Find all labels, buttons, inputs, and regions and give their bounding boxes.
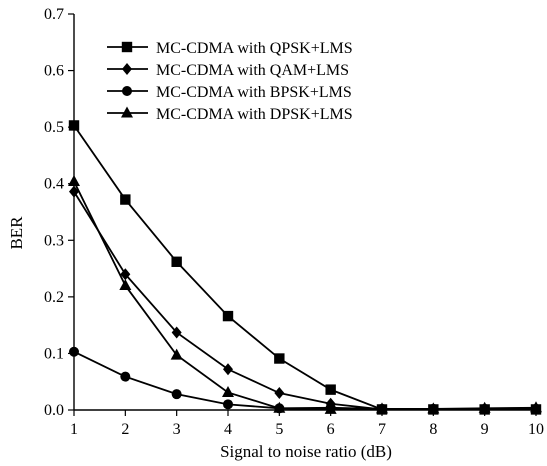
legend-marker — [121, 41, 133, 53]
data-point — [530, 401, 542, 413]
data-point — [427, 402, 440, 414]
data-point — [222, 310, 234, 322]
series-triangle — [68, 174, 542, 414]
legend-marker — [122, 86, 132, 96]
series-layer — [68, 120, 542, 416]
data-point — [223, 399, 233, 410]
legend-entry: MC-CDMA with BPSK+LMS — [107, 84, 352, 101]
data-point — [170, 348, 183, 360]
series-square — [68, 120, 542, 415]
data-point — [120, 194, 131, 205]
data-point — [325, 384, 336, 395]
data-point — [478, 401, 491, 413]
x-tick-label: 10 — [528, 421, 544, 438]
y-tick-label: 0.0 — [44, 402, 64, 419]
y-tick-label: 0.1 — [44, 345, 64, 362]
x-tick-label: 4 — [224, 421, 232, 438]
series-line — [73, 350, 536, 410]
x-tick-label: 1 — [70, 421, 78, 438]
data-point — [274, 353, 285, 364]
data-point — [120, 268, 131, 281]
data-point — [69, 185, 79, 198]
data-point — [69, 346, 79, 357]
legend-entry: MC-CDMA with DPSK+LMS — [107, 106, 353, 123]
data-point — [68, 174, 80, 186]
legend-label: MC-CDMA with DPSK+LMS — [156, 106, 353, 123]
x-tick-label: 7 — [378, 421, 386, 438]
series-circle — [69, 346, 541, 414]
series-line — [73, 124, 536, 411]
data-point — [119, 279, 132, 291]
legend-label: MC-CDMA with BPSK+LMS — [156, 84, 352, 101]
legend: MC-CDMA with QPSK+LMS MC-CDMA with QAM+LM… — [107, 40, 353, 123]
data-point — [223, 363, 233, 376]
axes: 0.0 0.1 0.2 0.3 0.4 0.5 0.6 0.7 1 2 3 4 5 6 7 8 9 10 — [44, 6, 544, 438]
x-tick-label: 8 — [429, 421, 437, 438]
data-point — [274, 387, 285, 400]
legend-label: MC-CDMA with QPSK+LMS — [156, 40, 353, 57]
legend-marker — [122, 63, 132, 75]
data-point — [376, 402, 388, 414]
data-point — [171, 326, 182, 339]
data-point — [222, 385, 234, 397]
x-tick-label: 6 — [327, 421, 335, 438]
series-line — [73, 181, 537, 411]
data-point — [324, 402, 337, 414]
y-axis-label: BER — [7, 216, 26, 250]
data-point — [68, 120, 80, 131]
series-line — [73, 191, 536, 411]
y-tick-label: 0.5 — [44, 119, 64, 136]
data-point — [171, 389, 182, 400]
data-point — [171, 256, 182, 267]
x-axis-label: Signal to noise ratio (dB) — [220, 442, 392, 461]
y-tick-label: 0.2 — [44, 289, 64, 306]
data-point — [273, 401, 286, 413]
legend-entry: MC-CDMA with QPSK+LMS — [107, 40, 353, 57]
data-point — [120, 371, 131, 382]
x-tick-label: 3 — [173, 421, 181, 438]
legend-entry: MC-CDMA with QAM+LMS — [107, 62, 349, 79]
legend-label: MC-CDMA with QAM+LMS — [156, 62, 349, 79]
legend-marker — [121, 106, 133, 118]
x-tick-label: 2 — [121, 421, 129, 438]
x-tick-label: 5 — [275, 421, 283, 438]
y-tick-label: 0.7 — [44, 6, 64, 23]
y-tick-label: 0.3 — [44, 232, 64, 249]
y-tick-label: 0.6 — [44, 63, 64, 80]
y-tick-label: 0.4 — [44, 176, 64, 193]
x-tick-label: 9 — [481, 421, 489, 438]
